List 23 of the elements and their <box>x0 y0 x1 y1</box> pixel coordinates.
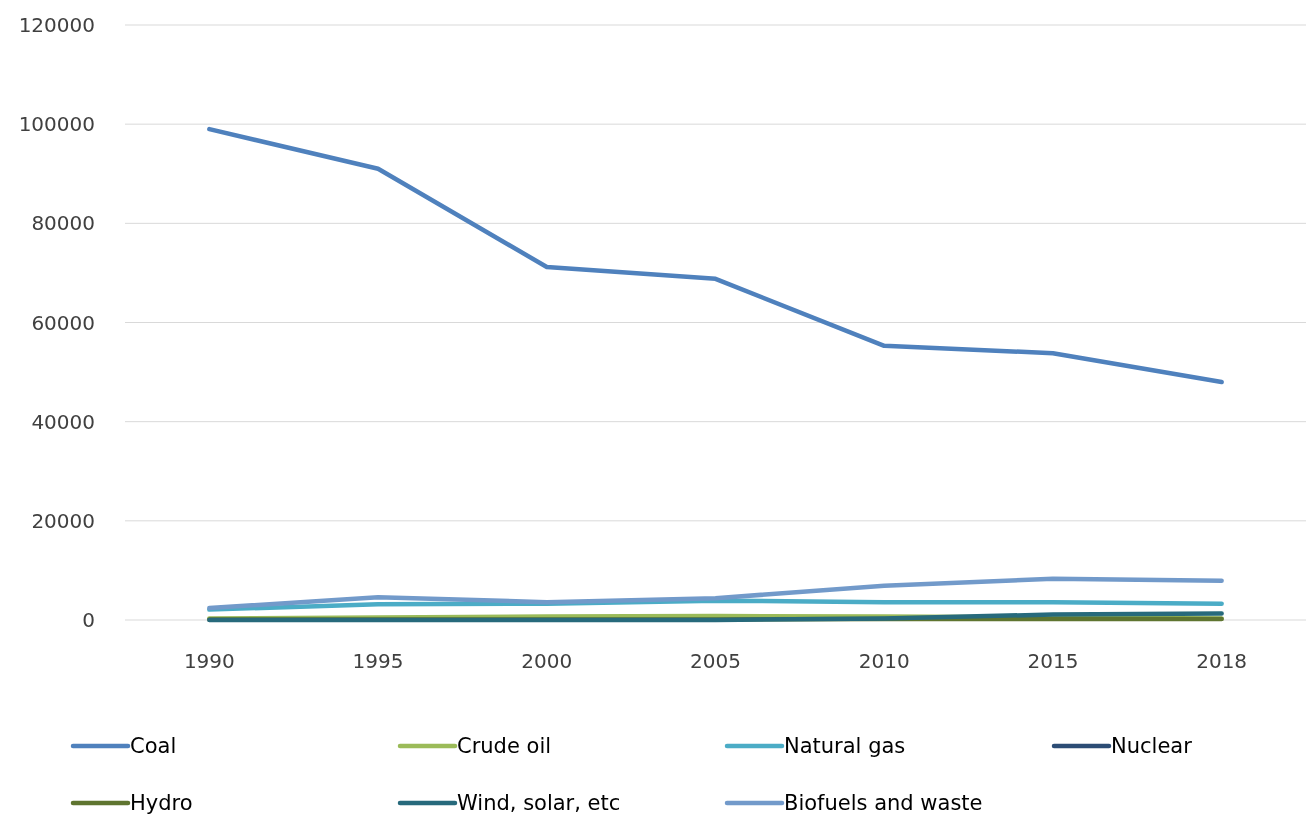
legend-label: Hydro <box>130 791 193 816</box>
x-tick-label: 2000 <box>521 649 573 673</box>
y-tick-label: 40000 <box>31 409 95 434</box>
legend-label: Natural gas <box>784 734 906 759</box>
x-tick-label: 2005 <box>690 649 741 673</box>
x-tick-label: 1995 <box>352 649 404 673</box>
legend-label: Crude oil <box>457 734 552 759</box>
y-tick-label: 20000 <box>31 508 95 533</box>
x-tick-label: 1990 <box>183 649 235 673</box>
y-tick-label: 80000 <box>31 211 95 236</box>
x-tick-label: 2018 <box>1196 649 1248 673</box>
y-tick-label: 0 <box>82 608 95 632</box>
legend-label: Coal <box>130 734 177 759</box>
y-tick-label: 120000 <box>18 13 95 37</box>
x-tick-label: 2010 <box>858 649 910 673</box>
legend-label: Nuclear <box>1111 734 1193 759</box>
x-tick-label: 2015 <box>1027 649 1079 673</box>
y-tick-label: 100000 <box>18 112 95 137</box>
legend-label: Biofuels and waste <box>784 791 983 816</box>
line-series <box>207 126 1224 385</box>
legend-label: Wind, solar, etc <box>457 791 621 816</box>
line-series <box>207 576 1224 611</box>
y-tick-label: 60000 <box>31 310 95 335</box>
